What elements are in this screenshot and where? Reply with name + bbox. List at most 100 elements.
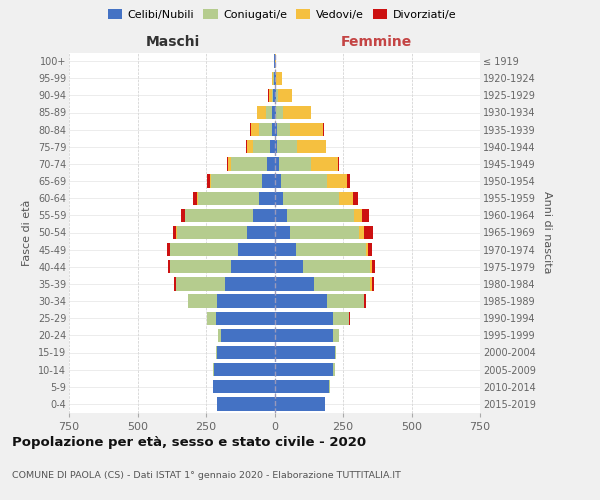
Bar — [275, 123, 277, 136]
Bar — [176, 226, 177, 239]
Bar — [278, 88, 292, 102]
Bar — [283, 192, 339, 205]
Bar — [167, 243, 170, 256]
Bar — [247, 226, 275, 239]
Bar — [372, 260, 375, 274]
Bar — [175, 277, 176, 290]
Bar — [276, 72, 282, 85]
Text: Femmine: Femmine — [340, 35, 412, 49]
Bar — [275, 208, 287, 222]
Bar — [275, 328, 334, 342]
Bar — [362, 208, 370, 222]
Bar — [277, 140, 297, 153]
Bar — [290, 123, 323, 136]
Bar — [275, 88, 278, 102]
Bar — [266, 106, 272, 119]
Bar — [274, 88, 275, 102]
Bar — [251, 123, 259, 136]
Bar — [257, 106, 266, 119]
Bar — [218, 328, 221, 342]
Bar — [311, 157, 338, 170]
Bar — [208, 174, 210, 188]
Bar — [259, 123, 272, 136]
Bar — [238, 243, 275, 256]
Bar — [370, 260, 372, 274]
Bar — [275, 277, 314, 290]
Bar — [210, 174, 211, 188]
Bar — [347, 174, 350, 188]
Bar — [364, 226, 373, 239]
Bar — [170, 243, 238, 256]
Bar — [275, 192, 283, 205]
Bar — [221, 328, 275, 342]
Bar — [328, 174, 347, 188]
Bar — [276, 106, 283, 119]
Bar — [262, 174, 275, 188]
Bar — [188, 294, 217, 308]
Bar — [198, 192, 259, 205]
Y-axis label: Anni di nascita: Anni di nascita — [542, 191, 553, 274]
Bar — [275, 312, 334, 325]
Bar — [297, 140, 326, 153]
Bar — [228, 157, 231, 170]
Bar — [259, 192, 275, 205]
Bar — [359, 226, 364, 239]
Bar — [247, 140, 253, 153]
Bar — [281, 174, 328, 188]
Text: Maschi: Maschi — [146, 35, 200, 49]
Bar — [364, 294, 366, 308]
Bar — [287, 208, 354, 222]
Bar — [217, 346, 275, 359]
Bar — [272, 88, 274, 102]
Bar — [253, 208, 275, 222]
Bar — [334, 363, 335, 376]
Bar — [366, 243, 368, 256]
Bar — [290, 226, 359, 239]
Bar — [275, 226, 290, 239]
Bar — [353, 192, 358, 205]
Bar — [275, 363, 334, 376]
Bar — [217, 294, 275, 308]
Bar — [214, 363, 275, 376]
Text: Popolazione per età, sesso e stato civile - 2020: Popolazione per età, sesso e stato civil… — [12, 436, 366, 449]
Bar — [339, 192, 353, 205]
Bar — [275, 157, 278, 170]
Bar — [275, 243, 296, 256]
Bar — [278, 157, 311, 170]
Y-axis label: Fasce di età: Fasce di età — [22, 200, 32, 266]
Bar — [275, 260, 303, 274]
Bar — [338, 157, 339, 170]
Bar — [296, 243, 366, 256]
Bar — [272, 72, 273, 85]
Bar — [275, 397, 325, 410]
Bar — [274, 72, 275, 85]
Bar — [269, 88, 272, 102]
Bar — [197, 192, 198, 205]
Bar — [334, 328, 340, 342]
Bar — [354, 208, 362, 222]
Bar — [181, 208, 185, 222]
Bar — [185, 208, 253, 222]
Bar — [253, 140, 271, 153]
Bar — [230, 260, 275, 274]
Bar — [267, 157, 275, 170]
Bar — [272, 123, 275, 136]
Bar — [314, 277, 370, 290]
Bar — [275, 294, 326, 308]
Bar — [335, 346, 336, 359]
Bar — [303, 260, 370, 274]
Bar — [372, 277, 374, 290]
Bar — [211, 174, 262, 188]
Bar — [225, 277, 275, 290]
Bar — [193, 192, 197, 205]
Bar — [326, 294, 364, 308]
Bar — [176, 277, 225, 290]
Bar — [215, 312, 275, 325]
Bar — [207, 312, 215, 325]
Bar — [217, 397, 275, 410]
Bar — [173, 226, 176, 239]
Bar — [213, 380, 275, 394]
Bar — [275, 140, 277, 153]
Bar — [272, 106, 275, 119]
Bar — [370, 277, 372, 290]
